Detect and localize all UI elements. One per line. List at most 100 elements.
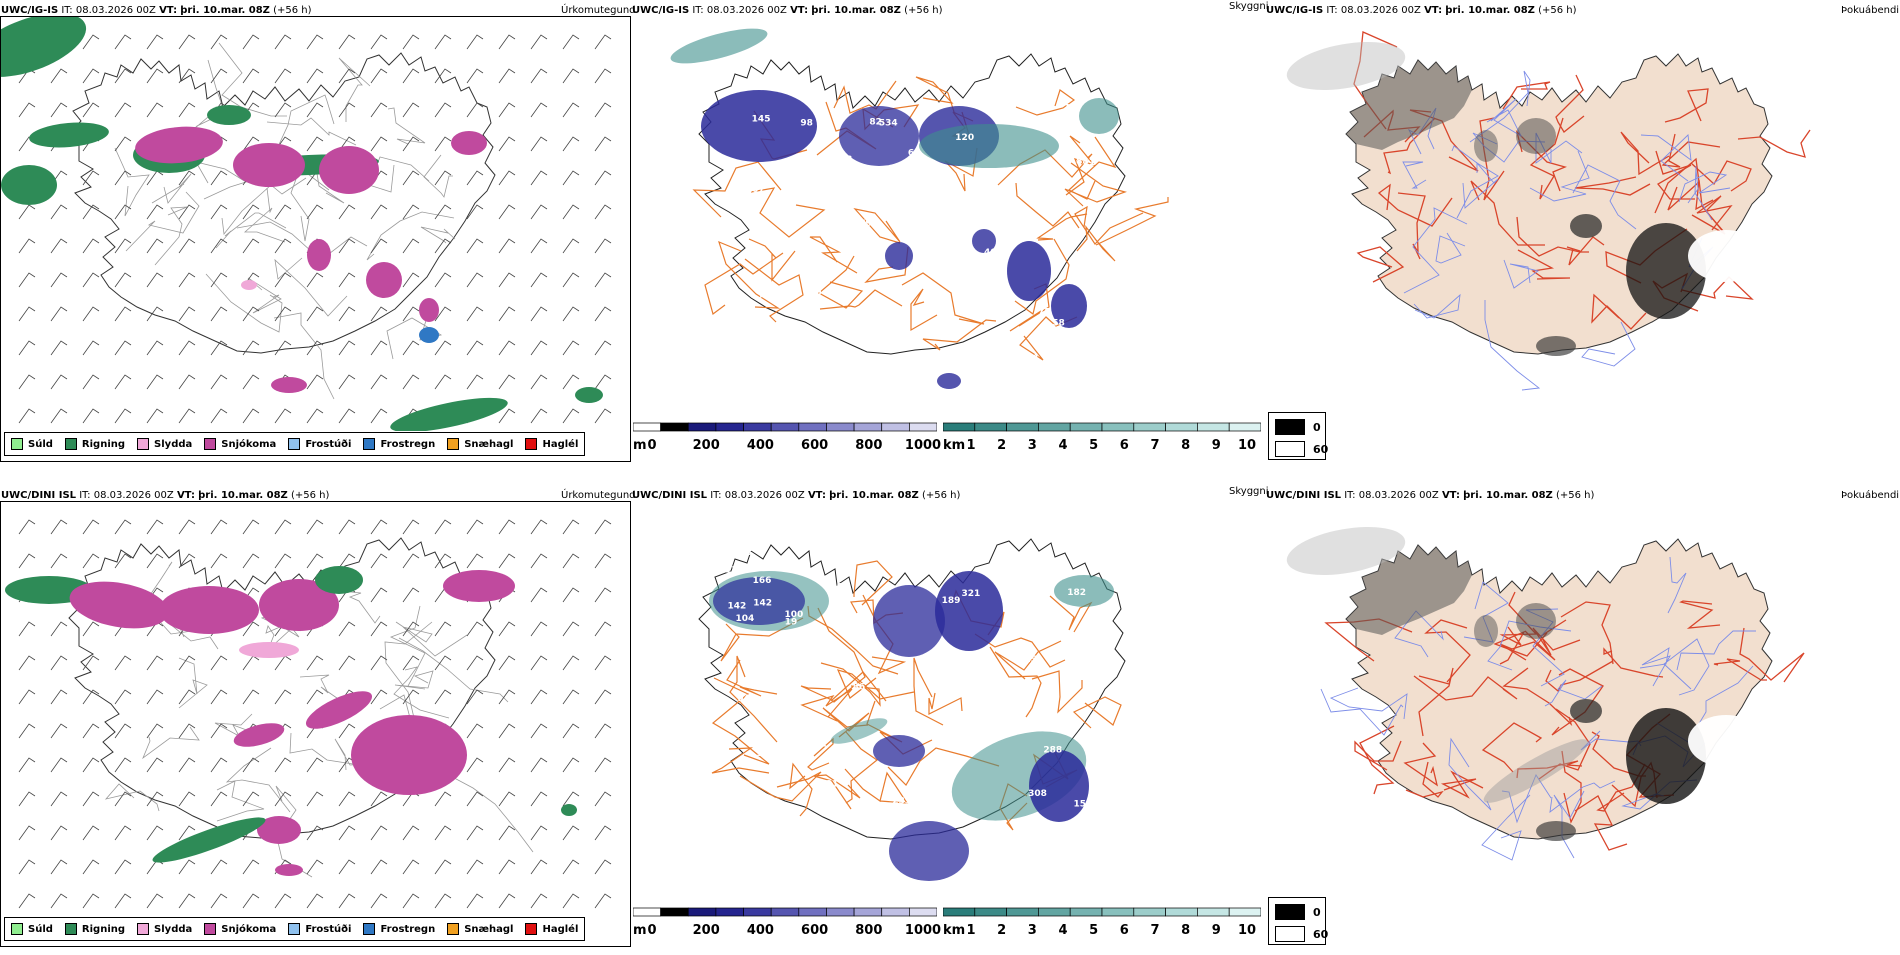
colorbar-tick: 4 [1058,923,1068,938]
wind-barb [50,553,68,569]
wind-barb [178,68,196,84]
road-line [1501,774,1552,824]
cloud-base-label: 308 [867,311,886,321]
cloud-base-label: 335 [774,789,793,799]
low-cloud-area [1051,284,1087,328]
wind-barb [178,655,196,671]
road-line [928,692,963,715]
wind-barb [562,893,580,909]
wind-barb [146,238,164,254]
cloud-base-label: 308 [1028,789,1047,799]
wind-barb [370,340,388,356]
fog-legend-label: 60 [1313,927,1329,941]
wind-barb [530,306,548,322]
colorbar-swatch [633,422,661,432]
wind-barb [82,238,100,254]
road-line [1484,300,1541,391]
wind-barb [498,136,516,152]
fog-area [1570,214,1602,238]
colorbar-swatch [715,422,744,432]
wind-barb [178,34,196,50]
wind-barb [530,825,548,841]
wind-barb [82,272,100,288]
wind-barb [370,553,388,569]
snow-area [419,298,439,322]
cloud-base-label: 81 [1063,147,1076,157]
colorbar-tick: 600 [801,923,829,938]
panel-title: UWC/DINI ISL IT: 08.03.2026 00Z VT: þri.… [1266,490,1594,501]
fog-legend-label: 60 [1313,442,1329,456]
precip-type-panel: UWC/DINI ISL IT: 08.03.2026 00Z VT: þri.… [0,485,640,955]
wind-barb [530,893,548,909]
road-line [1403,207,1468,294]
legend-swatch [288,438,301,450]
low-cloud-area [889,821,969,881]
colorbar-swatch [1006,907,1039,917]
road-line [216,780,265,822]
wind-barb [434,621,452,637]
wind-barb [306,340,324,356]
wind-barb [114,272,132,288]
wind-barb [466,757,484,773]
wind-barb [338,791,356,807]
road-line [1095,197,1169,246]
legend-label: Slydda [154,923,193,935]
legend-item: Slydda [137,923,192,935]
wind-barb [402,374,420,390]
colorbar-swatch [660,422,689,432]
wind-barb [274,689,292,705]
cloud-base-label: 145 [752,115,771,125]
road-line [1049,595,1093,633]
wind-barb [562,102,580,118]
wind-barb [370,68,388,84]
road-line [1074,205,1144,245]
colorbar-swatch [1165,422,1198,432]
cloud-base-label: 59 [823,157,836,167]
road-line [218,42,287,117]
wind-barb [370,238,388,254]
road-line [1394,610,1444,658]
wind-barb [466,893,484,909]
wind-barb [50,825,68,841]
road-line [1383,117,1436,175]
legend-item: Haglél [525,438,578,450]
fog-area [1626,223,1706,319]
road-line [1402,161,1427,189]
wind-barb [402,204,420,220]
wind-barb [466,723,484,739]
road-line [1560,601,1614,665]
cloud-base-label: 64 [1026,353,1039,363]
valid-time: þri. 10.mar. 08Z [829,490,919,501]
road-line [853,208,901,244]
road-line [750,187,826,238]
fog-area [1536,336,1576,356]
road-line [1739,627,1805,683]
wind-barb [114,68,132,84]
valid-time: þri. 10.mar. 08Z [198,490,288,501]
wind-barb [370,791,388,807]
road-line [800,671,887,702]
colorbar-tick: 600 [801,438,829,453]
legend-label: Rigning [81,438,126,450]
legend-label: Frostúði [305,438,352,450]
lead-time: (+56 h) [290,490,330,501]
wind-barb [594,374,612,390]
road-line [1529,117,1564,200]
wind-barb [210,519,228,535]
precip-map [1,17,612,431]
precip-layer [1,17,612,431]
wind-barb [210,340,228,356]
wind-barb [562,408,580,424]
wind-barb [306,34,324,50]
colorbar-tick: 5 [1089,923,1099,938]
road-line [997,149,1093,186]
model-name: UWC/IG-IS [1266,5,1324,16]
snow-area [305,691,373,729]
cloud-base-label: 65 [1070,553,1083,563]
legend-label: Frostregn [380,923,436,935]
colorbar-tick: 1 [966,923,976,938]
wind-barb [466,621,484,637]
snow-area [135,126,223,164]
cloud-base-label: 182 [1067,588,1086,598]
wind-barb [594,34,612,50]
